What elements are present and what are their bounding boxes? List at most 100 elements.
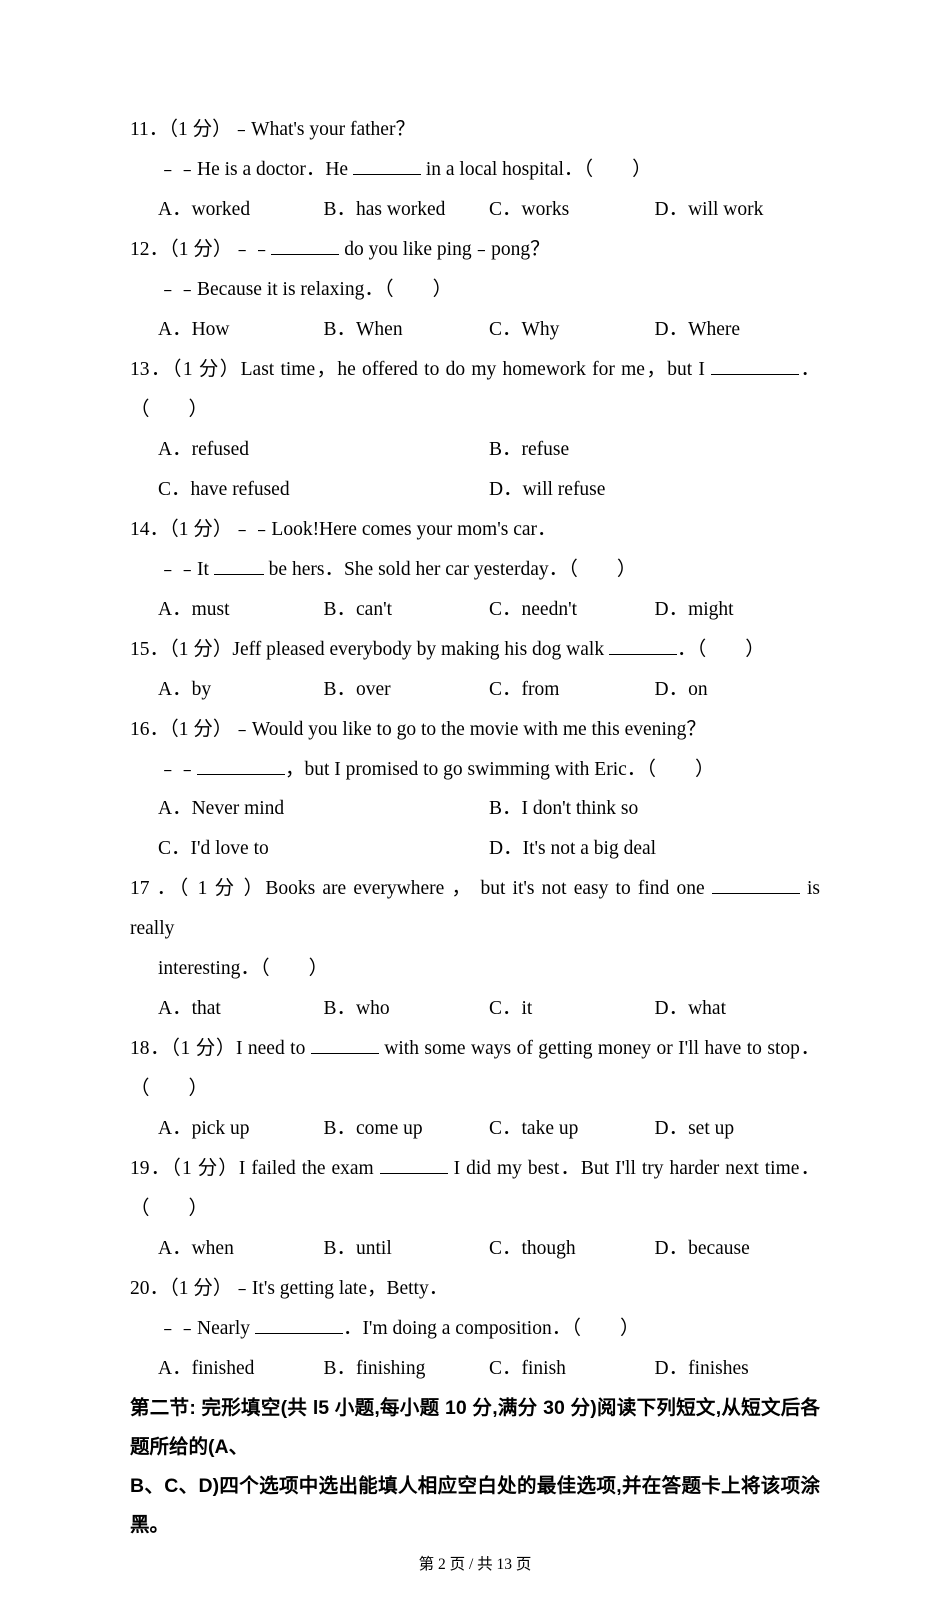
option-c[interactable]: C．have refused [158, 470, 489, 510]
question-17: 17 ．（ 1 分 ）Books are everywhere ， but it… [130, 869, 820, 1029]
q16-stem-a: 16．（1 分）﹣Would you like to go to the mov… [130, 710, 820, 750]
option-d[interactable]: D．will refuse [489, 470, 820, 510]
q20-stem-a: 20．（1 分）﹣It's getting late，Betty． [130, 1269, 820, 1309]
blank[interactable] [311, 1036, 379, 1055]
option-a[interactable]: A．How [158, 310, 324, 350]
question-18: 18．（1 分）I need to with some ways of gett… [130, 1029, 820, 1149]
option-a[interactable]: A．refused [158, 430, 489, 470]
option-d[interactable]: D．It's not a big deal [489, 829, 820, 869]
blank[interactable] [353, 156, 421, 175]
option-b[interactable]: B．has worked [324, 190, 490, 230]
q-points: （1 分） [169, 719, 232, 740]
option-d[interactable]: D．what [655, 989, 821, 1029]
option-b[interactable]: B．refuse [489, 430, 820, 470]
option-c[interactable]: C．finish [489, 1349, 655, 1389]
q12-options: A．How B．When C．Why D．Where [130, 310, 820, 350]
option-a[interactable]: A．worked [158, 190, 324, 230]
q14-stem-b: ﹣﹣It be hers．She sold her car yesterday．… [130, 550, 820, 590]
option-c[interactable]: C．I'd love to [158, 829, 489, 869]
question-19: 19．（1 分）I failed the exam I did my best．… [130, 1149, 820, 1269]
option-d[interactable]: D．set up [655, 1109, 821, 1149]
q15-options: A．by B．over C．from D．on [130, 670, 820, 710]
q-number: 15． [130, 639, 169, 660]
q-number: 13． [130, 359, 172, 380]
option-b[interactable]: B．finishing [324, 1349, 490, 1389]
option-a[interactable]: A．Never mind [158, 789, 489, 829]
option-d[interactable]: D．will work [655, 190, 821, 230]
option-b[interactable]: B．I don't think so [489, 789, 820, 829]
blank[interactable] [214, 556, 264, 575]
option-d[interactable]: D．finishes [655, 1349, 821, 1389]
option-a[interactable]: A．that [158, 989, 324, 1029]
q17-stem-b: interesting．（ ） [130, 949, 820, 989]
q15-stem: 15．（1 分）Jeff pleased everybody by making… [130, 630, 820, 670]
option-d[interactable]: D．on [655, 670, 821, 710]
blank[interactable] [255, 1316, 343, 1335]
option-b[interactable]: B．over [324, 670, 490, 710]
q14-stem-a: 14．（1 分）﹣﹣Look!Here comes your mom's car… [130, 510, 820, 550]
blank[interactable] [271, 236, 339, 255]
option-c[interactable]: C．from [489, 670, 655, 710]
blank[interactable] [609, 636, 677, 655]
option-b[interactable]: B．until [324, 1229, 490, 1269]
q-points: （1 分） [170, 1038, 236, 1059]
q-points: （1 分） [169, 1278, 232, 1299]
q-points: （1 分） [168, 119, 231, 140]
q-number: 20． [130, 1278, 169, 1299]
option-c[interactable]: C．Why [489, 310, 655, 350]
q-number: 16． [130, 719, 169, 740]
option-b[interactable]: B．come up [324, 1109, 490, 1149]
question-14: 14．（1 分）﹣﹣Look!Here comes your mom's car… [130, 510, 820, 630]
q13-stem: 13．（1 分）Last time，he offered to do my ho… [130, 350, 820, 430]
q20-options: A．finished B．finishing C．finish D．finish… [130, 1349, 820, 1389]
q20-stem-b: ﹣﹣Nearly ．I'm doing a composition．（ ） [130, 1309, 820, 1349]
option-a[interactable]: A．pick up [158, 1109, 324, 1149]
question-13: 13．（1 分）Last time，he offered to do my ho… [130, 350, 820, 510]
question-12: 12．（1 分）﹣﹣ do you like ping﹣pong？ ﹣﹣Beca… [130, 230, 820, 350]
option-c[interactable]: C．works [489, 190, 655, 230]
section-heading: 第二节: 完形填空(共 l5 小题,每小题 10 分,满分 30 分)阅读下列短… [130, 1389, 820, 1545]
section-heading-line1: 第二节: 完形填空(共 l5 小题,每小题 10 分,满分 30 分)阅读下列短… [130, 1397, 820, 1458]
option-d[interactable]: D．because [655, 1229, 821, 1269]
q11-stem-b: ﹣﹣He is a doctor．He in a local hospital．… [130, 150, 820, 190]
q11-options: A．worked B．has worked C．works D．will wor… [130, 190, 820, 230]
option-a[interactable]: A．finished [158, 1349, 324, 1389]
option-c[interactable]: C．needn't [489, 590, 655, 630]
option-d[interactable]: D．might [655, 590, 821, 630]
q12-stem-b: ﹣﹣Because it is relaxing．（ ） [130, 270, 820, 310]
option-c[interactable]: C．take up [489, 1109, 655, 1149]
option-b[interactable]: B．When [324, 310, 490, 350]
q16-stem-b: ﹣﹣，but I promised to go swimming with Er… [130, 750, 820, 790]
blank[interactable] [380, 1156, 448, 1175]
option-a[interactable]: A．by [158, 670, 324, 710]
exam-page: 11．（1 分）﹣What's your father？ ﹣﹣He is a d… [0, 0, 950, 1621]
q-points: （1 分） [171, 1158, 239, 1179]
q17-options: A．that B．who C．it D．what [130, 989, 820, 1029]
q13-options-row1: A．refused B．refuse [130, 430, 820, 470]
q13-options-row2: C．have refused D．will refuse [130, 470, 820, 510]
q18-stem: 18．（1 分）I need to with some ways of gett… [130, 1029, 820, 1109]
q-points: （ 1 分 ） [178, 878, 265, 899]
q-points: （1 分） [172, 359, 241, 380]
q12-stem-a: 12．（1 分）﹣﹣ do you like ping﹣pong？ [130, 230, 820, 270]
option-c[interactable]: C．it [489, 989, 655, 1029]
question-11: 11．（1 分）﹣What's your father？ ﹣﹣He is a d… [130, 110, 820, 230]
q19-stem: 19．（1 分）I failed the exam I did my best．… [130, 1149, 820, 1229]
q-number: 14． [130, 519, 169, 540]
blank[interactable] [712, 876, 800, 895]
q-number: 18． [130, 1038, 170, 1059]
option-b[interactable]: B．who [324, 989, 490, 1029]
q-points: （1 分） [169, 639, 232, 660]
blank[interactable] [711, 356, 799, 375]
q-number: 12． [130, 239, 169, 260]
option-a[interactable]: A．must [158, 590, 324, 630]
blank[interactable] [197, 756, 285, 775]
option-b[interactable]: B．can't [324, 590, 490, 630]
option-c[interactable]: C．though [489, 1229, 655, 1269]
option-a[interactable]: A．when [158, 1229, 324, 1269]
question-20: 20．（1 分）﹣It's getting late，Betty． ﹣﹣Near… [130, 1269, 820, 1389]
q17-stem-a: 17 ．（ 1 分 ）Books are everywhere ， but it… [130, 869, 820, 949]
question-15: 15．（1 分）Jeff pleased everybody by making… [130, 630, 820, 710]
option-d[interactable]: D．Where [655, 310, 821, 350]
section-heading-line2: B、C、D)四个选项中选出能填人相应空白处的最佳选项,并在答题卡上将该项涂黑。 [130, 1475, 820, 1536]
